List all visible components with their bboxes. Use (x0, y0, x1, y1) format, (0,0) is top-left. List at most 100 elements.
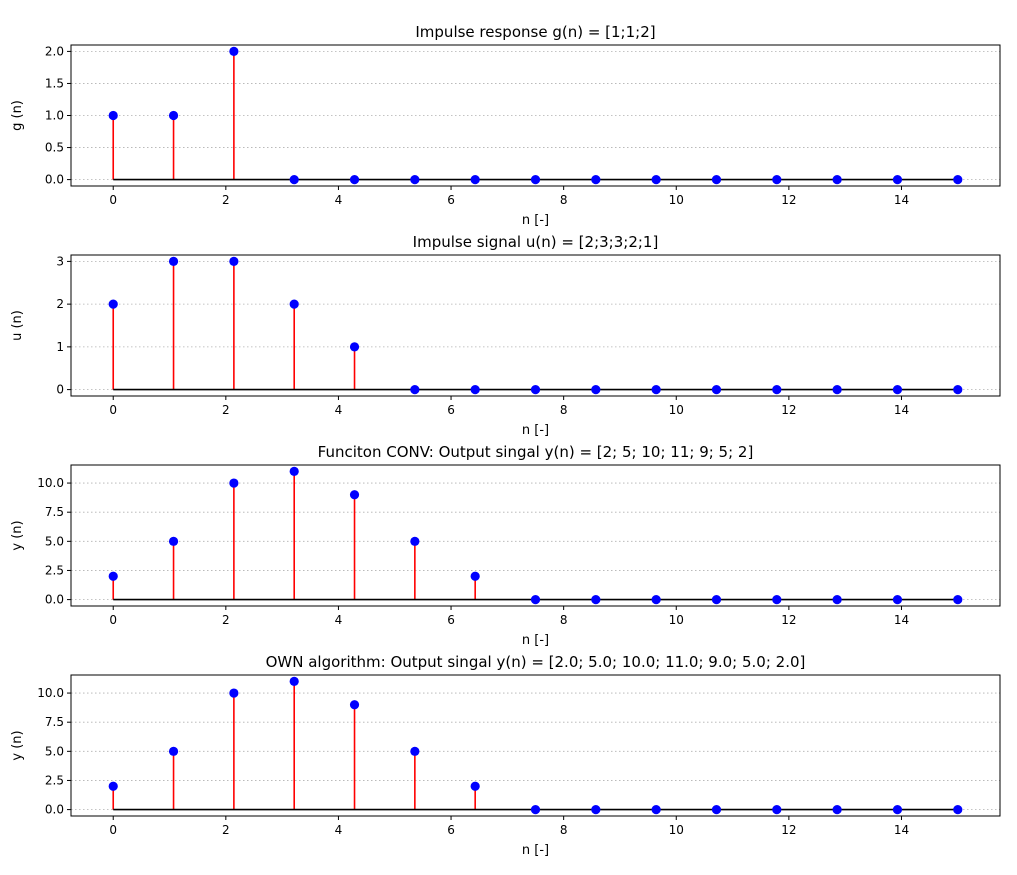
stem-marker (591, 804, 601, 815)
subplot-3: Funciton CONV: Output singal y(n) = [2; … (10, 443, 1001, 648)
subplot-1: Impulse response g(n) = [1;1;2] 0.0 0.5 1.0… (10, 23, 1001, 228)
x-tick-label: 4 (335, 403, 343, 417)
x-tick-label: 4 (335, 193, 343, 207)
y-tick-label: 2 (56, 297, 64, 311)
x-tick-label: 8 (560, 823, 568, 837)
stem-marker (108, 299, 118, 309)
stem-marker (530, 384, 541, 395)
stem-marker (349, 700, 360, 710)
x-axis-label: n [-] (522, 843, 549, 858)
x-tick-label: 10 (669, 823, 684, 837)
stem-marker (289, 174, 299, 185)
x-tick-label: 0 (109, 823, 117, 837)
y-tick-label: 2.5 (45, 773, 64, 787)
stem-marker (410, 536, 420, 546)
chart-title: Impulse signal u(n) = [2;3;3;2;1] (413, 233, 659, 251)
x-tick-label: 10 (669, 193, 684, 207)
stem-marker (530, 174, 541, 185)
y-tick-label: 2.5 (45, 563, 64, 577)
x-tick-label: 0 (109, 193, 117, 207)
stem-marker (470, 384, 480, 395)
x-tick-label: 6 (447, 823, 455, 837)
stem-marker (651, 384, 661, 395)
stem-marker (108, 571, 118, 581)
stem-marker (892, 804, 903, 815)
stem-marker (470, 174, 480, 185)
stem-marker (892, 594, 903, 605)
y-tick-label: 3 (56, 254, 64, 268)
stem-marker (168, 746, 179, 756)
x-tick-label: 2 (222, 613, 230, 627)
y-tick-label: 0.0 (45, 173, 64, 187)
stem-marker (591, 594, 601, 605)
x-tick-label: 8 (560, 193, 568, 207)
x-tick-label: 6 (447, 193, 455, 207)
stem-marker (772, 804, 782, 815)
stem-marker (711, 174, 722, 185)
y-tick-label: 1 (56, 340, 64, 354)
x-tick-label: 2 (222, 193, 230, 207)
stem-marker (410, 384, 420, 395)
x-tick-label: 0 (109, 403, 117, 417)
y-tick-label: 10.0 (37, 686, 64, 700)
stem-marker (108, 781, 118, 791)
y-tick-label: 2.0 (45, 44, 64, 58)
stem-marker (168, 536, 179, 546)
x-tick-label: 12 (781, 823, 796, 837)
x-tick-label: 14 (894, 823, 909, 837)
stem-marker (289, 676, 299, 687)
x-tick-label: 10 (669, 613, 684, 627)
stem-marker (108, 110, 118, 121)
stem-marker (168, 256, 179, 267)
x-tick-label: 14 (894, 613, 909, 627)
x-tick-label: 4 (335, 823, 343, 837)
stem-marker (711, 384, 722, 395)
axes-frame (70, 254, 1001, 397)
stem-marker (229, 46, 239, 57)
stem-marker (229, 478, 239, 488)
chart-title: Impulse response g(n) = [1;1;2] (415, 23, 655, 41)
x-tick-label: 8 (560, 613, 568, 627)
x-tick-label: 12 (781, 613, 796, 627)
stem-marker (591, 384, 601, 395)
y-tick-label: 5.0 (45, 534, 64, 548)
stem-marker (772, 594, 782, 605)
stem-marker (470, 571, 480, 581)
y-tick-label: 1.0 (45, 109, 64, 123)
x-tick-label: 0 (109, 613, 117, 627)
y-tick-label: 0.0 (45, 593, 64, 607)
x-tick-label: 14 (894, 193, 909, 207)
stem-marker (410, 746, 420, 756)
stem-marker (168, 110, 179, 121)
x-tick-label: 6 (447, 403, 455, 417)
stem-marker (229, 256, 239, 267)
stem-marker (591, 174, 601, 185)
stem-marker (892, 384, 903, 395)
stem-marker (470, 781, 480, 791)
y-tick-label: 7.5 (45, 505, 64, 519)
x-tick-label: 12 (781, 193, 796, 207)
stem-marker (651, 804, 661, 815)
y-axis-label: y (n) (10, 730, 25, 760)
stem-marker (772, 384, 782, 395)
stem-marker (832, 384, 842, 395)
y-tick-label: 10.0 (37, 476, 64, 490)
y-tick-label: 0 (56, 383, 64, 397)
stem-marker (832, 174, 842, 185)
y-tick-label: 0.0 (45, 803, 64, 817)
y-tick-label: 1.5 (45, 76, 64, 90)
stem-marker (711, 804, 722, 815)
stem-marker (530, 804, 541, 815)
stem-marker (651, 594, 661, 605)
stem-marker (410, 174, 420, 185)
stem-marker (349, 342, 360, 352)
stem-marker (711, 594, 722, 605)
axes-frame (70, 674, 1001, 817)
stem-marker (832, 804, 842, 815)
y-tick-label: 0.5 (45, 141, 64, 155)
y-axis-label: u (n) (10, 310, 25, 341)
stem-marker (651, 174, 661, 185)
y-axis-label: g (n) (10, 100, 25, 131)
x-axis-label: n [-] (522, 213, 549, 228)
x-tick-label: 10 (669, 403, 684, 417)
